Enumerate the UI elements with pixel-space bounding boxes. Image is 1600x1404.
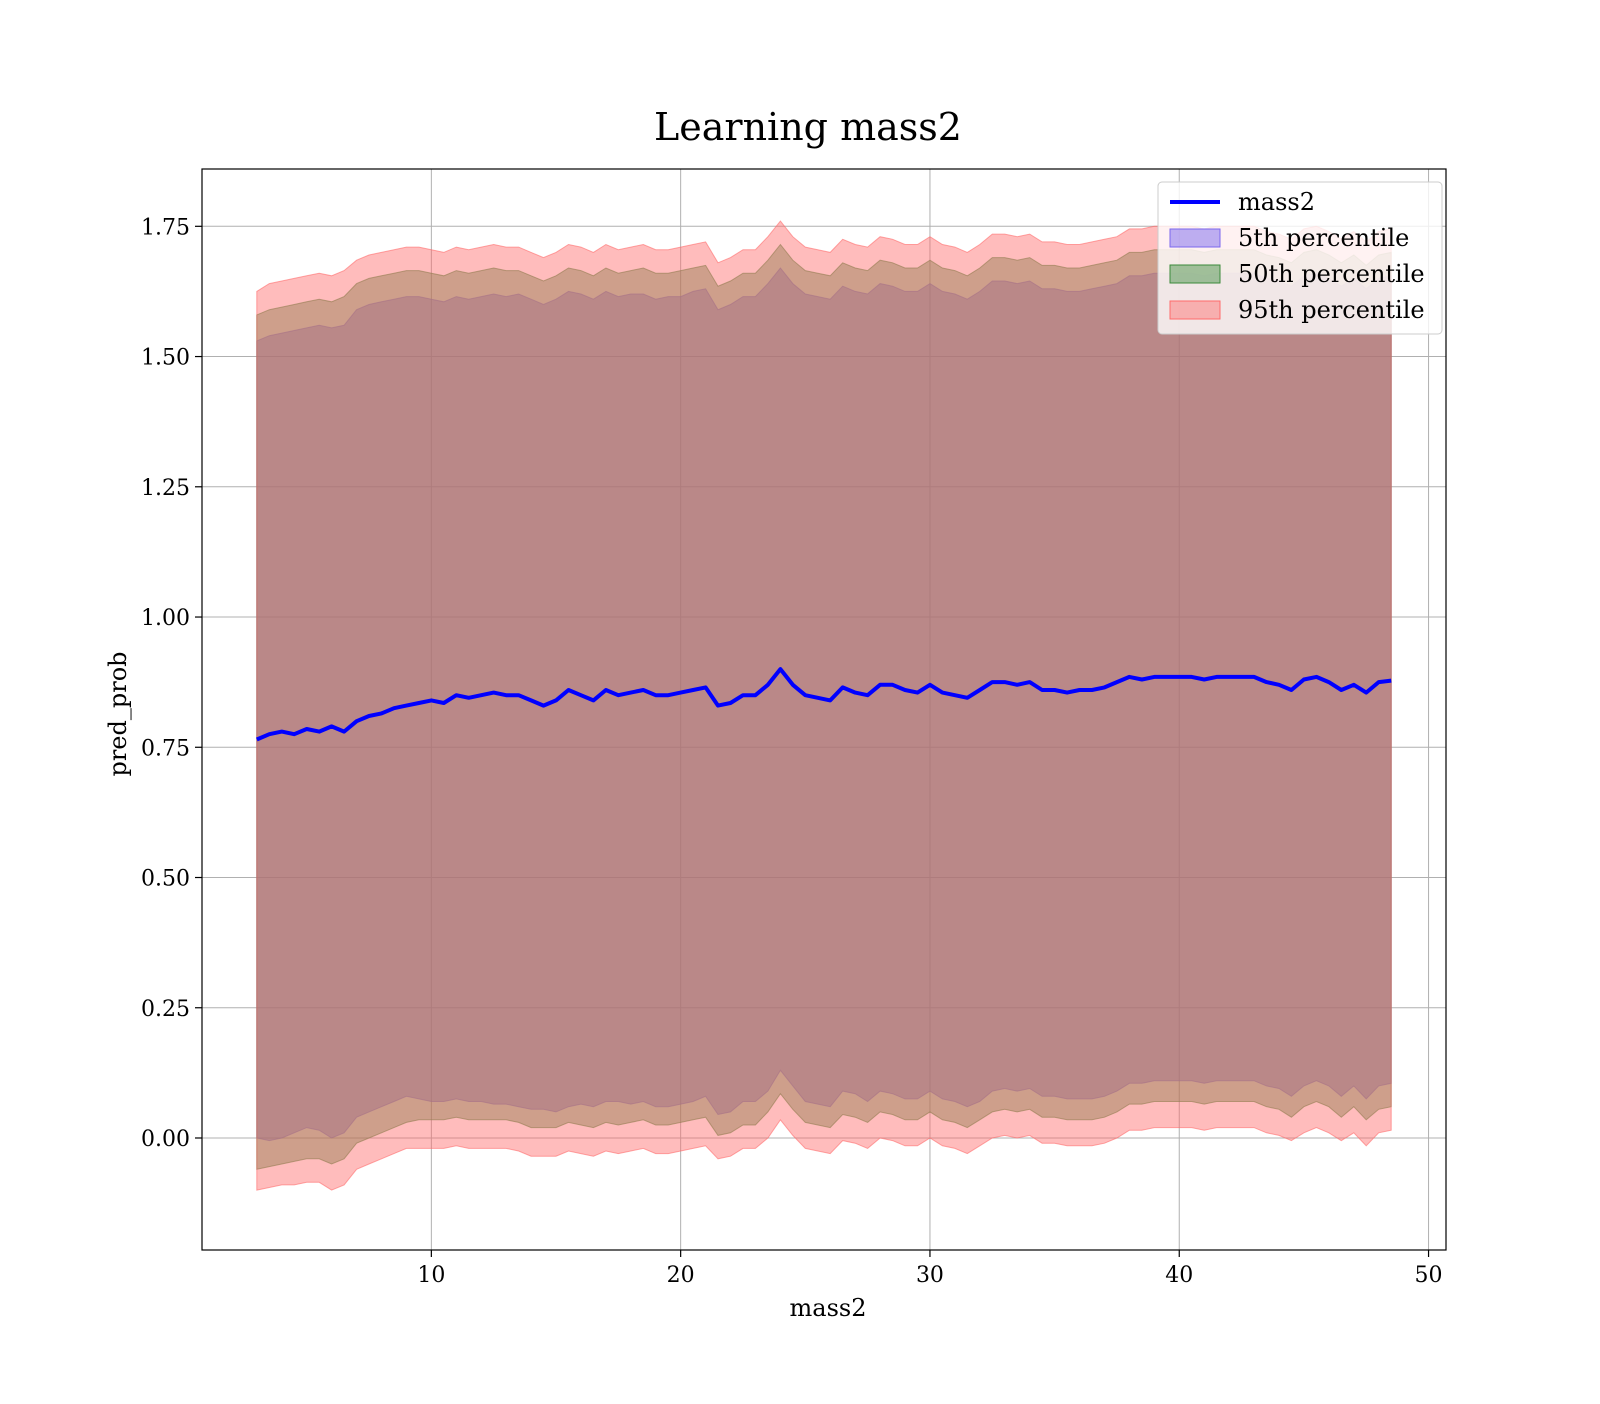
plot-frame [201,168,1447,1251]
y-tick-label: 1.25 [141,476,190,501]
x-tick-label: 30 [916,1263,944,1288]
y-tick-label: 0.00 [141,1127,190,1152]
legend: mass2 5th percentile 50th percentile 95th p… [1157,181,1443,335]
legend-label: 5th percentile [1238,224,1409,252]
y-axis-label: pred_prob [104,651,132,776]
percentile-bands [256,220,1392,1191]
legend-box [1157,181,1443,335]
legend-label: mass2 [1238,188,1315,216]
y-tick-label: 0.50 [141,867,190,892]
x-tick-label: 20 [667,1263,695,1288]
y-tick-label: 0.25 [141,997,190,1022]
legend-label: 50th percentile [1238,260,1425,288]
x-tick-label: 40 [1165,1263,1193,1288]
series-line-mass2 [256,667,1392,742]
legend-swatch-95th-percentile [1169,300,1221,320]
y-tick-label: 1.00 [141,606,190,631]
x-tick-label: 10 [417,1263,445,1288]
axis-ticks: 10 20 30 40 50 0.00 0.25 0.50 0.75 1.00 1.25 1.50 1.… [141,215,1443,1288]
series-lines [256,667,1392,742]
band-95th-percentile [256,220,1392,1191]
legend-label: 95th percentile [1238,296,1425,324]
legend-swatch-50th-percentile [1169,264,1221,284]
x-tick-label: 50 [1415,1263,1443,1288]
plot-area: 10 20 30 40 50 0.00 0.25 0.50 0.75 1.00 1.25 1.50 1.… [141,168,1447,1288]
x-axis-label: mass2 [790,1294,867,1322]
chart-title: Learning mass2 [654,105,962,149]
y-tick-label: 1.75 [141,215,190,240]
y-tick-label: 0.75 [141,736,190,761]
y-tick-label: 1.50 [141,346,190,371]
legend-swatch-5th-percentile [1169,228,1221,248]
